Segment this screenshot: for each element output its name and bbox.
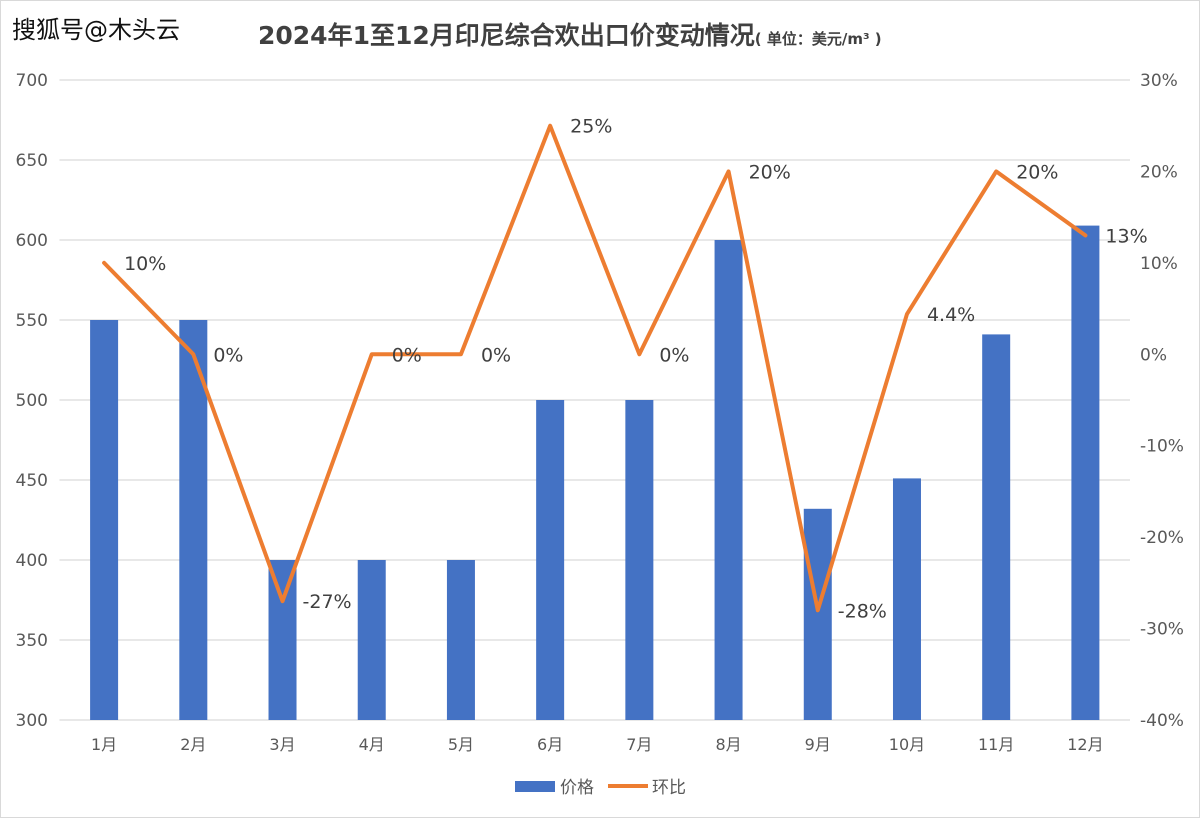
data-label: 20%	[749, 161, 791, 183]
x-tick-label: 2月	[180, 735, 206, 754]
bar	[536, 400, 565, 720]
x-tick-label: 12月	[1067, 735, 1103, 754]
bar	[90, 320, 119, 720]
x-tick-label: 3月	[269, 735, 295, 754]
data-label: 13%	[1105, 225, 1147, 247]
data-label: -27%	[303, 591, 352, 613]
y-right-tick-label: -30%	[1140, 620, 1184, 640]
bar	[357, 560, 386, 720]
legend-label: 环比	[652, 778, 686, 798]
data-label: -28%	[838, 600, 887, 622]
data-label: 20%	[1016, 161, 1058, 183]
x-tick-label: 7月	[626, 735, 652, 754]
y-right-tick-label: 20%	[1140, 162, 1178, 182]
y-left-tick-label: 550	[16, 311, 48, 331]
bar	[892, 478, 921, 720]
chart-title-text: 2024年1至12月印尼综合欢出口价变动情况	[258, 21, 755, 50]
y-left-tick-label: 350	[16, 631, 48, 651]
data-label: 4.4%	[927, 304, 975, 326]
x-tick-label: 1月	[91, 735, 117, 754]
watermark: 搜狐号@木头云	[12, 16, 180, 44]
bar	[982, 334, 1011, 720]
line-series	[102, 123, 1088, 613]
data-label: 0%	[392, 344, 422, 366]
bar	[446, 560, 475, 720]
bar	[1071, 225, 1100, 720]
legend-label: 价格	[560, 778, 594, 798]
x-tick-label: 8月	[715, 735, 741, 754]
y-left-tick-label: 300	[16, 711, 48, 731]
y-left-tick-label: 450	[16, 471, 48, 491]
data-label: 0%	[481, 344, 511, 366]
bar	[179, 320, 208, 720]
y-right-tick-label: -10%	[1140, 437, 1184, 457]
bar	[625, 400, 654, 720]
y-right-tick-label: 30%	[1140, 71, 1178, 91]
data-label: 10%	[124, 253, 166, 275]
bar	[714, 240, 743, 720]
data-label: 25%	[570, 116, 612, 138]
y-left-tick-label: 650	[16, 151, 48, 171]
x-tick-label: 10月	[889, 735, 925, 754]
y-left-tick-label: 500	[16, 391, 48, 411]
bar	[268, 560, 297, 720]
chart-title: 2024年1至12月印尼综合欢出口价变动情况( 单位：美元/m³ )	[258, 16, 882, 52]
y-left-tick-label: 700	[16, 71, 48, 91]
y-left-tick-label: 400	[16, 551, 48, 571]
data-label: 0%	[659, 344, 689, 366]
y-left-tick-label: 600	[16, 231, 48, 251]
x-tick-label: 6月	[537, 735, 563, 754]
y-right-tick-label: -20%	[1140, 528, 1184, 548]
x-tick-label: 11月	[978, 735, 1014, 754]
chart-subtitle: ( 单位：美元/m³ )	[754, 30, 882, 48]
x-tick-label: 5月	[448, 735, 474, 754]
y-right-tick-label: 10%	[1140, 254, 1178, 274]
bar	[803, 508, 832, 720]
data-label: 0%	[213, 344, 243, 366]
x-tick-label: 9月	[805, 735, 831, 754]
legend-bar-swatch	[515, 781, 555, 792]
y-right-tick-label: 0%	[1140, 345, 1167, 365]
x-tick-label: 4月	[359, 735, 385, 754]
y-right-tick-label: -40%	[1140, 711, 1184, 731]
